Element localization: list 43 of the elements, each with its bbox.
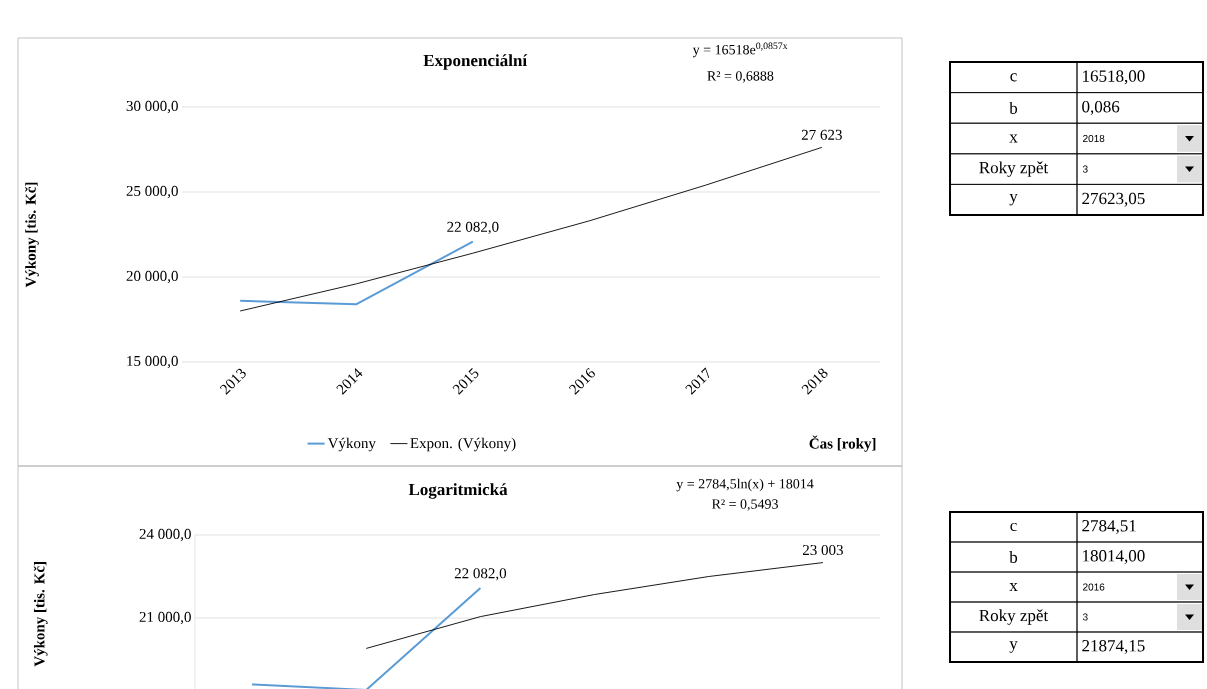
text: 3 <box>1082 165 1088 173</box>
text: y = 16518e$^{0,0857x}$ <box>692 42 788 58</box>
text: 2018 <box>1083 134 1105 143</box>
category-label: x <box>1009 583 1018 591</box>
y-tick-label: 21 000,0 <box>139 611 191 625</box>
category-label: Roky zpět <box>979 161 1049 177</box>
data-label: 22 082,0 <box>447 221 499 235</box>
data-label: 27 623 <box>801 129 842 140</box>
text: 16518,00 <box>1083 70 1145 85</box>
category-label: Roky zpět <box>979 609 1049 625</box>
y-axis-title: Výkony [tis. Kč] <box>33 562 48 667</box>
line-series <box>365 562 824 649</box>
y-tick-label: 20 000,0 <box>126 270 178 284</box>
line-series <box>239 146 823 312</box>
text: 21874,15 <box>1082 640 1145 654</box>
category-label: y <box>1009 193 1018 206</box>
data-label: 23 003 <box>802 544 843 556</box>
text: 18014,00 <box>1083 550 1145 564</box>
data-label: 22 082,0 <box>454 568 507 581</box>
text: 3 <box>1082 613 1088 621</box>
text: 0,086 <box>1082 100 1120 115</box>
category-label: b <box>1009 551 1018 563</box>
legend-label: Výkony <box>327 437 376 452</box>
legend-label: Expon. (Výkony) <box>410 437 516 452</box>
text: 27623,05 <box>1082 192 1145 207</box>
text: R² = 0,5493 <box>712 499 778 511</box>
y-tick-label: 30 000,0 <box>126 100 178 114</box>
category-label: x <box>1009 134 1018 143</box>
chart-title: Exponenciální <box>423 54 528 70</box>
x-axis-title: Čas [roky] <box>809 435 876 452</box>
y-axis-title: Výkony [tis. Kč] <box>25 182 39 288</box>
text: 2016 <box>1083 583 1105 591</box>
category-label: c <box>1010 73 1017 82</box>
category-label: y <box>1009 641 1018 653</box>
y-tick-label: 25 000,0 <box>126 185 178 199</box>
text: R² = 0,6888 <box>707 71 774 83</box>
chart-title: Logaritmická <box>408 483 508 499</box>
category-label: b <box>1009 101 1018 114</box>
text: 2784,51 <box>1082 520 1136 534</box>
y-tick-label: 15 000,0 <box>127 355 178 369</box>
text: y = 2784,5ln(x) + 18014 <box>676 478 814 492</box>
y-tick-label: 24 000,0 <box>139 528 191 542</box>
category-label: c <box>1010 522 1017 532</box>
